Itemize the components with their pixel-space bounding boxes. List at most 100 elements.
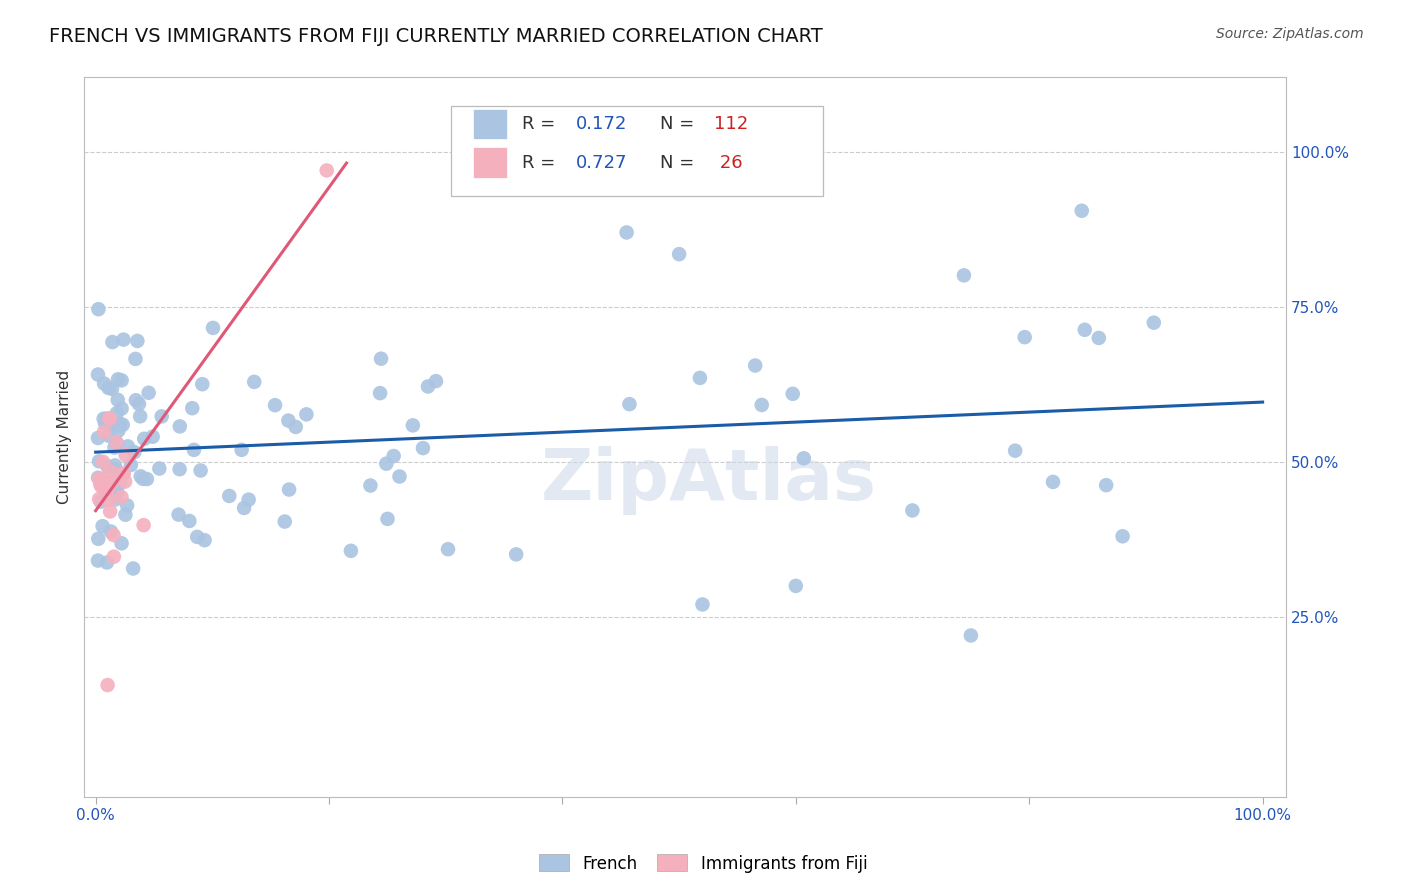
Text: Source: ZipAtlas.com: Source: ZipAtlas.com — [1216, 27, 1364, 41]
Point — [138, 385, 160, 400]
Point — [1042, 475, 1064, 489]
Point — [190, 463, 212, 477]
Point — [87, 368, 110, 382]
Point — [111, 373, 134, 387]
Point — [101, 418, 124, 433]
Point — [101, 475, 124, 490]
Point — [181, 401, 204, 416]
Point — [340, 544, 363, 558]
Point — [107, 392, 129, 407]
Point — [1095, 478, 1118, 492]
Point — [129, 469, 152, 483]
Point — [412, 441, 434, 455]
Point — [91, 519, 114, 533]
Point — [91, 455, 114, 469]
Point — [402, 418, 425, 433]
Point — [98, 412, 121, 426]
Point — [416, 379, 439, 393]
Point — [112, 467, 135, 481]
Point — [382, 449, 405, 463]
Point — [1014, 330, 1036, 344]
Text: ZipAtlas: ZipAtlas — [541, 446, 877, 515]
Point — [107, 424, 129, 438]
Point — [619, 397, 641, 411]
Point — [134, 432, 156, 446]
Point — [87, 302, 110, 317]
Text: R =: R = — [522, 153, 561, 171]
Point — [1004, 443, 1026, 458]
Point — [97, 678, 120, 692]
Point — [169, 462, 191, 476]
Point — [90, 494, 112, 508]
Point — [105, 485, 128, 500]
Point — [186, 530, 208, 544]
Point — [101, 334, 124, 349]
Point — [201, 321, 224, 335]
Point — [793, 451, 815, 466]
Point — [104, 458, 127, 473]
Text: FRENCH VS IMMIGRANTS FROM FIJI CURRENTLY MARRIED CORRELATION CHART: FRENCH VS IMMIGRANTS FROM FIJI CURRENTLY… — [49, 27, 823, 45]
Point — [278, 483, 301, 497]
Point — [132, 518, 155, 533]
Point — [960, 628, 983, 642]
Point — [953, 268, 976, 283]
Point — [233, 500, 256, 515]
Point — [103, 441, 125, 455]
Point — [115, 499, 138, 513]
Point — [125, 393, 148, 408]
Point — [110, 401, 132, 416]
Point — [135, 472, 157, 486]
Text: N =: N = — [659, 153, 700, 171]
Point — [129, 409, 152, 424]
Point — [89, 472, 111, 486]
Point — [104, 462, 127, 476]
Point — [191, 377, 214, 392]
Point — [91, 473, 114, 487]
Point — [315, 163, 337, 178]
Text: 0.727: 0.727 — [575, 153, 627, 171]
Point — [117, 439, 139, 453]
Point — [114, 475, 136, 489]
Point — [692, 598, 714, 612]
Point — [359, 478, 381, 492]
Point — [98, 504, 121, 518]
Point — [100, 465, 122, 479]
Point — [87, 553, 110, 567]
Point — [284, 420, 307, 434]
Point — [97, 381, 120, 395]
Point — [90, 480, 112, 494]
Point — [169, 419, 191, 434]
Point — [243, 375, 266, 389]
Point — [368, 386, 391, 401]
Point — [425, 374, 447, 388]
FancyBboxPatch shape — [474, 109, 508, 139]
Point — [87, 471, 110, 485]
Point — [98, 411, 121, 425]
Point — [277, 413, 299, 427]
Point — [94, 482, 117, 496]
Text: R =: R = — [522, 115, 561, 133]
Point — [110, 490, 132, 504]
Point — [128, 397, 150, 411]
Point — [108, 476, 131, 491]
Point — [744, 359, 766, 373]
Point — [1111, 529, 1133, 543]
Point — [89, 477, 111, 491]
Point — [1143, 316, 1166, 330]
Point — [370, 351, 392, 366]
Point — [93, 425, 115, 439]
Point — [388, 469, 411, 483]
Point — [96, 411, 118, 425]
Legend: French, Immigrants from Fiji: French, Immigrants from Fiji — [531, 847, 875, 880]
Point — [100, 480, 122, 494]
Point — [231, 442, 253, 457]
Point — [112, 333, 135, 347]
Point — [218, 489, 240, 503]
Point — [93, 376, 115, 391]
Point — [505, 548, 527, 562]
Point — [111, 417, 134, 432]
Point — [105, 435, 128, 450]
Point — [295, 408, 318, 422]
Point — [103, 528, 125, 542]
Point — [103, 475, 125, 489]
